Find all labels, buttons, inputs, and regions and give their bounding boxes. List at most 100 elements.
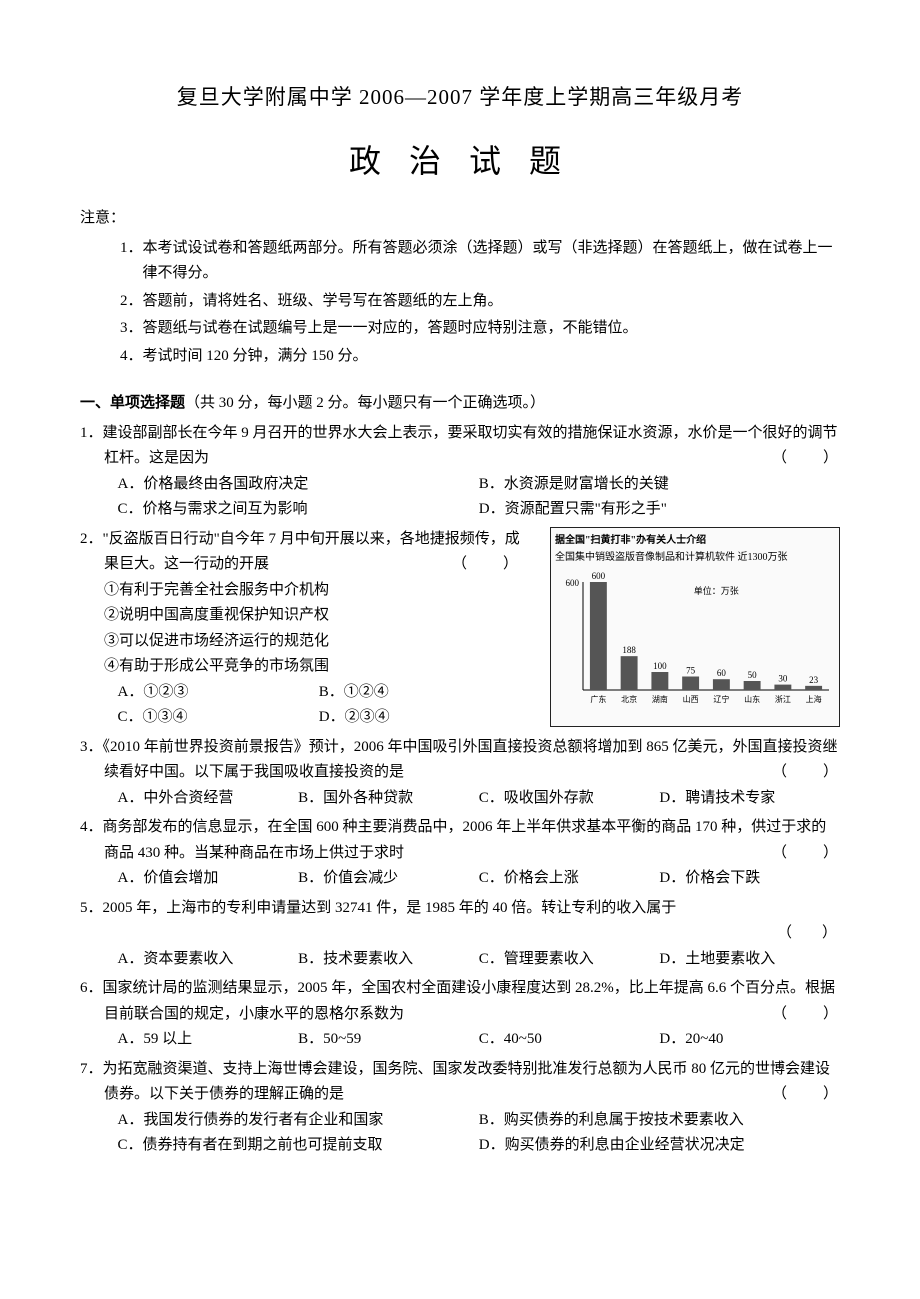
chart-svg: 600 单位：万张 600 广东 188 北京 100 湖南 75 山西 60 辽宁 50 山东 30 浙江 2… <box>555 568 835 728</box>
option-b: B．购买债券的利息属于按技术要素收入 <box>479 1108 840 1134</box>
options: C．①③④ D．②③④ <box>80 705 520 731</box>
option-a: A．59 以上 <box>118 1027 299 1053</box>
option-d: D．购买债券的利息由企业经营状况决定 <box>479 1133 840 1159</box>
svg-text:600: 600 <box>592 571 606 581</box>
options: A．中外合资经营 B．国外各种贷款 C．吸收国外存款 D．聘请技术专家 <box>80 786 840 812</box>
q2-bar-chart: 据全国"扫黄打非"办有关人士介绍 全国集中销毁盗版音像制品和计算机软件 近130… <box>550 527 840 727</box>
question-text: 1．建设部副部长在今年 9 月召开的世界水大会上表示，要采取切实有效的措施保证水… <box>80 425 838 467</box>
option-c: C．吸收国外存款 <box>479 786 660 812</box>
question-text: 7．为拓宽融资渠道、支持上海世博会建设，国务院、国家发改委特别批准发行总额为人民… <box>80 1061 830 1103</box>
options: A．我国发行债券的发行者有企业和国家 B．购买债券的利息属于按技术要素收入 <box>80 1108 840 1134</box>
question-1: 1．建设部副部长在今年 9 月召开的世界水大会上表示，要采取切实有效的措施保证水… <box>80 421 840 523</box>
svg-text:山西: 山西 <box>683 694 699 704</box>
svg-text:600: 600 <box>566 578 580 588</box>
notice-item: 3．答题纸与试卷在试题编号上是一一对应的，答题时应特别注意，不能错位。 <box>120 316 840 342</box>
answer-paren: （ ） <box>796 446 840 472</box>
options: A．59 以上 B．50~59 C．40~50 D．20~40 <box>80 1027 840 1053</box>
option-b: B．50~59 <box>298 1027 479 1053</box>
options: A．价值会增加 B．价值会减少 C．价格会上涨 D．价格会下跌 <box>80 866 840 892</box>
chart-title2: 全国集中销毁盗版音像制品和计算机软件 近1300万张 <box>555 549 835 566</box>
option-a: A．①②③ <box>118 680 319 706</box>
q2-line1: ①有利于完善全社会服务中介机构 <box>80 578 520 604</box>
option-a: A．中外合资经营 <box>118 786 299 812</box>
svg-text:湖南: 湖南 <box>652 694 668 704</box>
option-c: C．①③④ <box>118 705 319 731</box>
q2-line3: ③可以促进市场经济运行的规范化 <box>80 629 520 655</box>
svg-text:50: 50 <box>748 670 758 680</box>
option-b: B．价值会减少 <box>298 866 479 892</box>
question-stem: 7．为拓宽融资渠道、支持上海世博会建设，国务院、国家发改委特别批准发行总额为人民… <box>80 1057 840 1108</box>
question-stem: 3．《2010 年前世界投资前景报告》预计，2006 年中国吸引外国直接投资总额… <box>80 735 840 786</box>
notice-item: 1．本考试设试卷和答题纸两部分。所有答题必须涂（选择题）或写（非选择题）在答题纸… <box>120 236 840 287</box>
section-heading-bold: 一、单项选择题 <box>80 395 185 411</box>
question-text: 5．2005 年，上海市的专利申请量达到 32741 件，是 1985 年的 4… <box>80 900 676 916</box>
svg-text:北京: 北京 <box>621 694 637 704</box>
question-text: 3．《2010 年前世界投资前景报告》预计，2006 年中国吸引外国直接投资总额… <box>80 739 838 781</box>
question-text: 4．商务部发布的信息显示，在全国 600 种主要消费品中，2006 年上半年供求… <box>80 819 826 861</box>
option-a: A．价格最终由各国政府决定 <box>118 472 479 498</box>
svg-text:30: 30 <box>778 673 788 683</box>
q2-line4: ④有助于形成公平竞争的市场氛围 <box>80 654 520 680</box>
option-d: D．聘请技术专家 <box>659 786 840 812</box>
option-c: C．价格会上涨 <box>479 866 660 892</box>
svg-text:山东: 山东 <box>744 694 760 704</box>
options: A．资本要素收入 B．技术要素收入 C．管理要素收入 D．土地要素收入 <box>80 947 840 973</box>
option-d: D．土地要素收入 <box>659 947 840 973</box>
option-d: D．价格会下跌 <box>659 866 840 892</box>
option-d: D．20~40 <box>659 1027 840 1053</box>
notice-item: 2．答题前，请将姓名、班级、学号写在答题纸的左上角。 <box>120 289 840 315</box>
question-text: 6．国家统计局的监测结果显示，2005 年，全国农村全面建设小康程度达到 28.… <box>80 980 835 1022</box>
option-d: D．②③④ <box>319 705 520 731</box>
svg-text:上海: 上海 <box>806 694 822 704</box>
option-c: C．40~50 <box>479 1027 660 1053</box>
answer-paren: （ ） <box>476 552 520 578</box>
section-heading-rest: （共 30 分，每小题 2 分。每小题只有一个正确选项。） <box>185 395 545 411</box>
svg-text:60: 60 <box>717 668 727 678</box>
option-a: A．我国发行债券的发行者有企业和国家 <box>118 1108 479 1134</box>
options: A．①②③ B．①②④ <box>80 680 520 706</box>
question-stem: 5．2005 年，上海市的专利申请量达到 32741 件，是 1985 年的 4… <box>80 896 840 922</box>
section-heading: 一、单项选择题（共 30 分，每小题 2 分。每小题只有一个正确选项。） <box>80 391 840 417</box>
question-stem: 4．商务部发布的信息显示，在全国 600 种主要消费品中，2006 年上半年供求… <box>80 815 840 866</box>
option-b: B．水资源是财富增长的关键 <box>479 472 840 498</box>
question-6: 6．国家统计局的监测结果显示，2005 年，全国农村全面建设小康程度达到 28.… <box>80 976 840 1053</box>
notice-item: 4．考试时间 120 分钟，满分 150 分。 <box>120 344 840 370</box>
answer-paren: （ ） <box>796 841 840 867</box>
question-stem: 6．国家统计局的监测结果显示，2005 年，全国农村全面建设小康程度达到 28.… <box>80 976 840 1027</box>
question-4: 4．商务部发布的信息显示，在全国 600 种主要消费品中，2006 年上半年供求… <box>80 815 840 892</box>
option-b: B．技术要素收入 <box>298 947 479 973</box>
question-7: 7．为拓宽融资渠道、支持上海世博会建设，国务院、国家发改委特别批准发行总额为人民… <box>80 1057 840 1159</box>
option-b: B．国外各种贷款 <box>298 786 479 812</box>
page-subtitle: 政 治 试 题 <box>80 134 840 188</box>
option-c: C．价格与需求之间互为影响 <box>118 497 479 523</box>
question-stem: 2．"反盗版百日行动"自今年 7 月中旬开展以来，各地捷报频传，成果巨大。这一行… <box>80 527 520 578</box>
notice-label: 注意： <box>80 206 840 232</box>
question-5: 5．2005 年，上海市的专利申请量达到 32741 件，是 1985 年的 4… <box>80 896 840 973</box>
svg-text:100: 100 <box>653 661 667 671</box>
chart-title1: 据全国"扫黄打非"办有关人士介绍 <box>555 532 835 549</box>
answer-paren: （ ） <box>777 925 837 941</box>
svg-text:188: 188 <box>622 645 636 655</box>
page-title: 复旦大学附属中学 2006—2007 学年度上学期高三年级月考 <box>80 80 840 116</box>
options: C．价格与需求之间互为影响 D．资源配置只需"有形之手" <box>80 497 840 523</box>
svg-text:辽宁: 辽宁 <box>713 694 729 704</box>
answer-paren: （ ） <box>796 1002 840 1028</box>
question-stem: 1．建设部副部长在今年 9 月召开的世界水大会上表示，要采取切实有效的措施保证水… <box>80 421 840 472</box>
option-d: D．资源配置只需"有形之手" <box>479 497 840 523</box>
option-a: A．价值会增加 <box>118 866 299 892</box>
option-c: C．债券持有者在到期之前也可提前支取 <box>118 1133 479 1159</box>
option-a: A．资本要素收入 <box>118 947 299 973</box>
options: C．债券持有者在到期之前也可提前支取 D．购买债券的利息由企业经营状况决定 <box>80 1133 840 1159</box>
svg-text:浙江: 浙江 <box>775 694 791 704</box>
option-c: C．管理要素收入 <box>479 947 660 973</box>
svg-text:单位：万张: 单位：万张 <box>694 585 739 596</box>
option-b: B．①②④ <box>319 680 520 706</box>
svg-text:广东: 广东 <box>590 694 606 704</box>
svg-text:75: 75 <box>686 665 696 675</box>
q2-line2: ②说明中国高度重视保护知识产权 <box>80 603 520 629</box>
svg-text:23: 23 <box>809 674 819 684</box>
answer-paren: （ ） <box>796 760 840 786</box>
options: A．价格最终由各国政府决定 B．水资源是财富增长的关键 <box>80 472 840 498</box>
question-3: 3．《2010 年前世界投资前景报告》预计，2006 年中国吸引外国直接投资总额… <box>80 735 840 812</box>
question-2: 据全国"扫黄打非"办有关人士介绍 全国集中销毁盗版音像制品和计算机软件 近130… <box>80 527 840 731</box>
